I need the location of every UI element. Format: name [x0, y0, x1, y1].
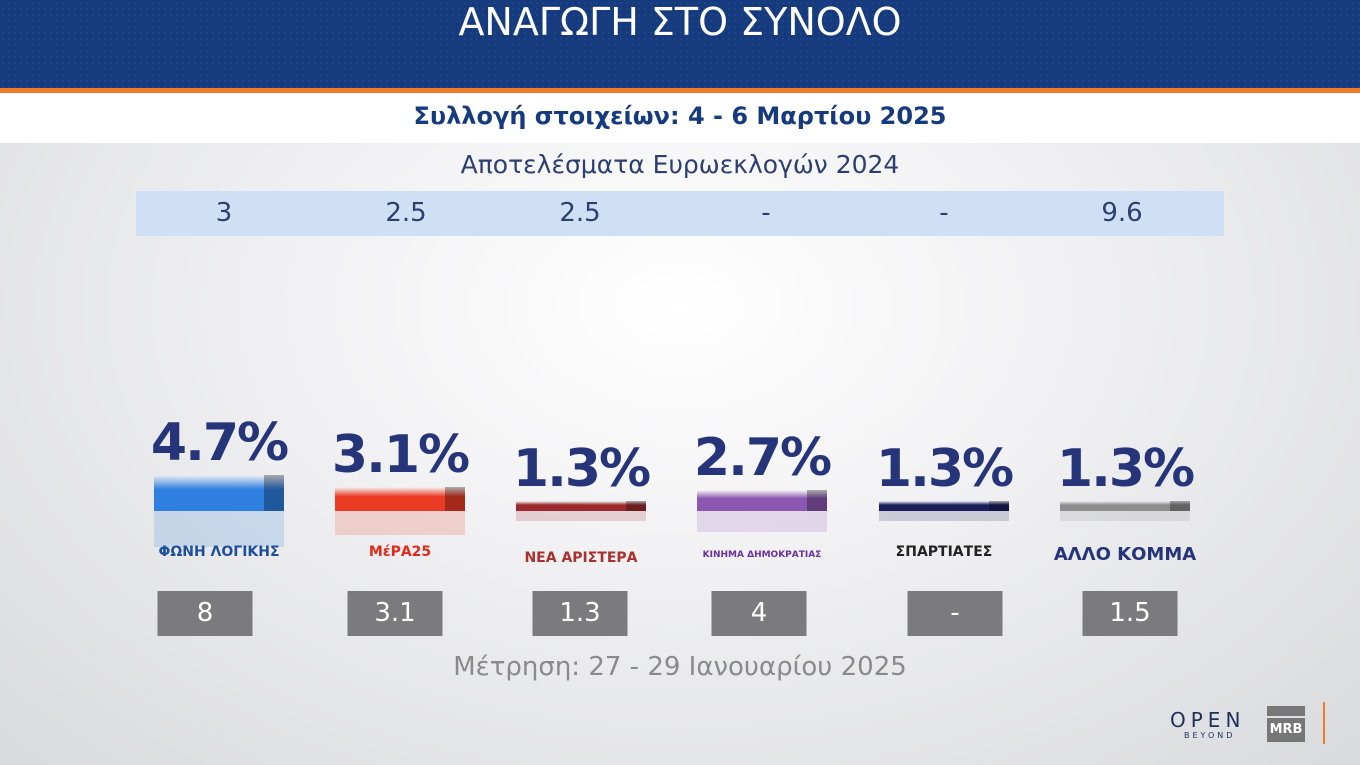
bar-side [1170, 500, 1190, 511]
bar [1060, 500, 1190, 511]
page-title: ΑΝΑΓΩΓΗ ΣΤΟ ΣΥΝΟΛΟ [458, 0, 902, 44]
bar-reflection [154, 511, 284, 548]
euro-value: 9.6 [1101, 198, 1143, 228]
header-banner: ΑΝΑΓΩΓΗ ΣΤΟ ΣΥΝΟΛΟ [0, 0, 1360, 88]
euro-value: 3 [215, 198, 233, 228]
bar [516, 500, 646, 511]
logo-divider [1323, 702, 1325, 744]
page-subtitle: Συλλογή στοιχείων: 4 - 6 Μαρτίου 2025 [0, 93, 1360, 143]
previous-value: 1.5 [1082, 591, 1178, 636]
mrb-logo: MRB [1267, 706, 1305, 742]
bar-reflection [697, 511, 827, 532]
party-logo: ΣΠΑΡΤΙΑΤΕΣ [895, 544, 993, 560]
euro-results-title: Αποτελέσματα Ευρωεκλογών 2024 [460, 150, 900, 179]
previous-value: 8 [157, 591, 253, 636]
previous-value: 4 [711, 591, 807, 636]
bar-reflection [1060, 511, 1190, 521]
euro-value: - [939, 198, 949, 228]
party-logo: ΑΛΛΟ ΚΟΜΜΑ [1053, 544, 1197, 565]
open-logo: OPEN [1170, 708, 1246, 732]
party-logo: ΦΩΝΗ ΛΟΓΙΚΗΣ [158, 544, 280, 560]
party-logo: ΝΕΑ ΑΡΙΣΤΕΡΑ [524, 550, 638, 566]
bar-side [626, 500, 646, 511]
bar [154, 474, 284, 511]
euro-value: - [761, 198, 771, 228]
accent-divider [0, 88, 1360, 93]
bar-value-label: 1.3% [1056, 438, 1195, 499]
bar-side [264, 474, 284, 511]
bar-value-label: 3.1% [331, 425, 470, 486]
bar-value-label: 1.3% [875, 438, 1014, 499]
bar-value-label: 2.7% [693, 428, 832, 489]
previous-value: 3.1 [347, 591, 443, 636]
bar [879, 500, 1009, 511]
bar-value-label: 4.7% [150, 412, 289, 473]
party-logo: ΜέΡΑ25 [368, 544, 432, 560]
bar-side [807, 490, 827, 511]
bar-value-label: 1.3% [512, 438, 651, 499]
bar-side [989, 500, 1009, 511]
euro-value: 2.5 [559, 198, 601, 228]
open-logo-sub: BEYOND [1184, 731, 1236, 740]
bar-side [445, 487, 465, 511]
euro-value: 2.5 [385, 198, 427, 228]
bar [335, 487, 465, 511]
party-logo: ΚΙΝΗΜΑ ΔΗΜΟΚΡΑΤΙΑΣ [702, 550, 822, 560]
measurement-date: Μέτρηση: 27 - 29 Ιανουαρίου 2025 [453, 652, 907, 682]
euro-results-row: 3 2.5 2.5 - - 9.6 [136, 191, 1224, 236]
bar-reflection [879, 511, 1009, 521]
bar-reflection [516, 511, 646, 521]
previous-value: - [907, 591, 1003, 636]
bar [697, 490, 827, 511]
previous-value: 1.3 [532, 591, 628, 636]
bar-reflection [335, 511, 465, 535]
